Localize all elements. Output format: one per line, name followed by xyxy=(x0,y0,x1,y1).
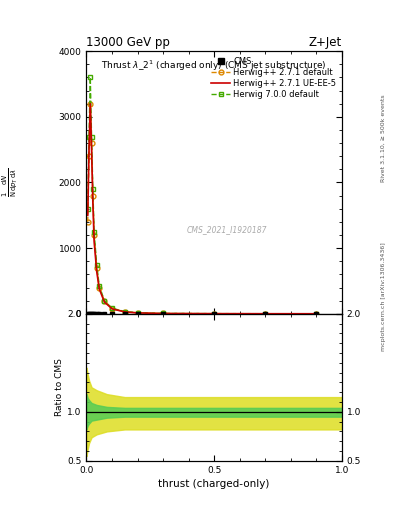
Herwig++ 2.7.1 default xyxy=(86,153,91,159)
Herwig++ 2.7.1 UE-EE-5 xyxy=(135,310,140,316)
Herwig++ 2.7.1 UE-EE-5 xyxy=(86,146,91,153)
Herwig++ 2.7.1 default xyxy=(85,219,90,225)
Herwig++ 2.7.1 UE-EE-5 xyxy=(263,311,268,317)
Y-axis label: $\frac{1}{\mathrm{N}}\frac{\mathrm{d}N}{\mathrm{d}p_T\,\mathrm{d}\lambda}$: $\frac{1}{\mathrm{N}}\frac{\mathrm{d}N}{… xyxy=(0,168,20,197)
Herwig++ 2.7.1 default xyxy=(135,310,140,316)
Herwig 7.0.0 default xyxy=(123,309,127,315)
Herwig++ 2.7.1 default xyxy=(92,232,97,238)
Herwig 7.0.0 default xyxy=(89,134,94,140)
Herwig++ 2.7.1 UE-EE-5 xyxy=(123,309,127,315)
Herwig 7.0.0 default xyxy=(110,305,114,311)
Herwig 7.0.0 default xyxy=(86,134,91,140)
Herwig++ 2.7.1 UE-EE-5 xyxy=(212,311,217,317)
Herwig++ 2.7.1 UE-EE-5 xyxy=(161,310,165,316)
Y-axis label: Ratio to CMS: Ratio to CMS xyxy=(55,358,64,416)
Herwig 7.0.0 default xyxy=(212,311,217,317)
Herwig 7.0.0 default xyxy=(97,283,101,289)
Herwig++ 2.7.1 UE-EE-5 xyxy=(85,212,90,219)
Text: Z+Jet: Z+Jet xyxy=(309,36,342,49)
Line: Herwig 7.0.0 default: Herwig 7.0.0 default xyxy=(85,75,319,316)
Herwig++ 2.7.1 default xyxy=(263,311,268,317)
Text: CMS_2021_I1920187: CMS_2021_I1920187 xyxy=(187,225,267,234)
Line: Herwig++ 2.7.1 default: Herwig++ 2.7.1 default xyxy=(85,101,319,316)
Herwig 7.0.0 default xyxy=(88,74,93,80)
Herwig 7.0.0 default xyxy=(263,311,268,317)
Legend: CMS, Herwig++ 2.7.1 default, Herwig++ 2.7.1 UE-EE-5, Herwig 7.0.0 default: CMS, Herwig++ 2.7.1 default, Herwig++ 2.… xyxy=(210,55,338,101)
Herwig++ 2.7.1 default xyxy=(212,311,217,317)
Herwig++ 2.7.1 UE-EE-5 xyxy=(88,101,93,107)
Herwig 7.0.0 default xyxy=(85,206,90,212)
Herwig++ 2.7.1 default xyxy=(161,310,165,316)
Herwig++ 2.7.1 UE-EE-5 xyxy=(110,306,114,312)
Herwig 7.0.0 default xyxy=(94,262,99,268)
Text: mcplots.cern.ch [arXiv:1306.3436]: mcplots.cern.ch [arXiv:1306.3436] xyxy=(381,243,386,351)
Herwig 7.0.0 default xyxy=(90,186,95,192)
Text: 13000 GeV pp: 13000 GeV pp xyxy=(86,36,170,49)
Herwig++ 2.7.1 default xyxy=(94,265,99,271)
Herwig 7.0.0 default xyxy=(161,310,165,316)
X-axis label: thrust (charged-only): thrust (charged-only) xyxy=(158,479,270,489)
Herwig++ 2.7.1 UE-EE-5 xyxy=(94,268,99,274)
Text: Thrust $\lambda\_2^1$ (charged only) (CMS jet substructure): Thrust $\lambda\_2^1$ (charged only) (CM… xyxy=(101,59,327,74)
Herwig++ 2.7.1 default xyxy=(102,297,107,304)
Herwig 7.0.0 default xyxy=(102,297,107,304)
Herwig++ 2.7.1 UE-EE-5 xyxy=(97,286,101,292)
Herwig++ 2.7.1 default xyxy=(123,309,127,315)
Herwig++ 2.7.1 UE-EE-5 xyxy=(90,199,95,205)
Herwig 7.0.0 default xyxy=(92,229,97,235)
Herwig++ 2.7.1 UE-EE-5 xyxy=(89,146,94,153)
Herwig++ 2.7.1 default xyxy=(314,311,319,317)
Herwig 7.0.0 default xyxy=(314,311,319,317)
Line: Herwig++ 2.7.1 UE-EE-5: Herwig++ 2.7.1 UE-EE-5 xyxy=(88,104,316,314)
Text: Rivet 3.1.10, ≥ 500k events: Rivet 3.1.10, ≥ 500k events xyxy=(381,94,386,182)
Herwig++ 2.7.1 default xyxy=(97,285,101,291)
Herwig++ 2.7.1 default xyxy=(88,101,93,107)
Herwig++ 2.7.1 default xyxy=(89,140,94,146)
Herwig 7.0.0 default xyxy=(135,310,140,316)
Herwig++ 2.7.1 default xyxy=(110,306,114,312)
Herwig++ 2.7.1 UE-EE-5 xyxy=(314,311,319,317)
Herwig++ 2.7.1 UE-EE-5 xyxy=(102,299,107,305)
Herwig++ 2.7.1 UE-EE-5 xyxy=(92,239,97,245)
Herwig++ 2.7.1 default xyxy=(90,193,95,199)
